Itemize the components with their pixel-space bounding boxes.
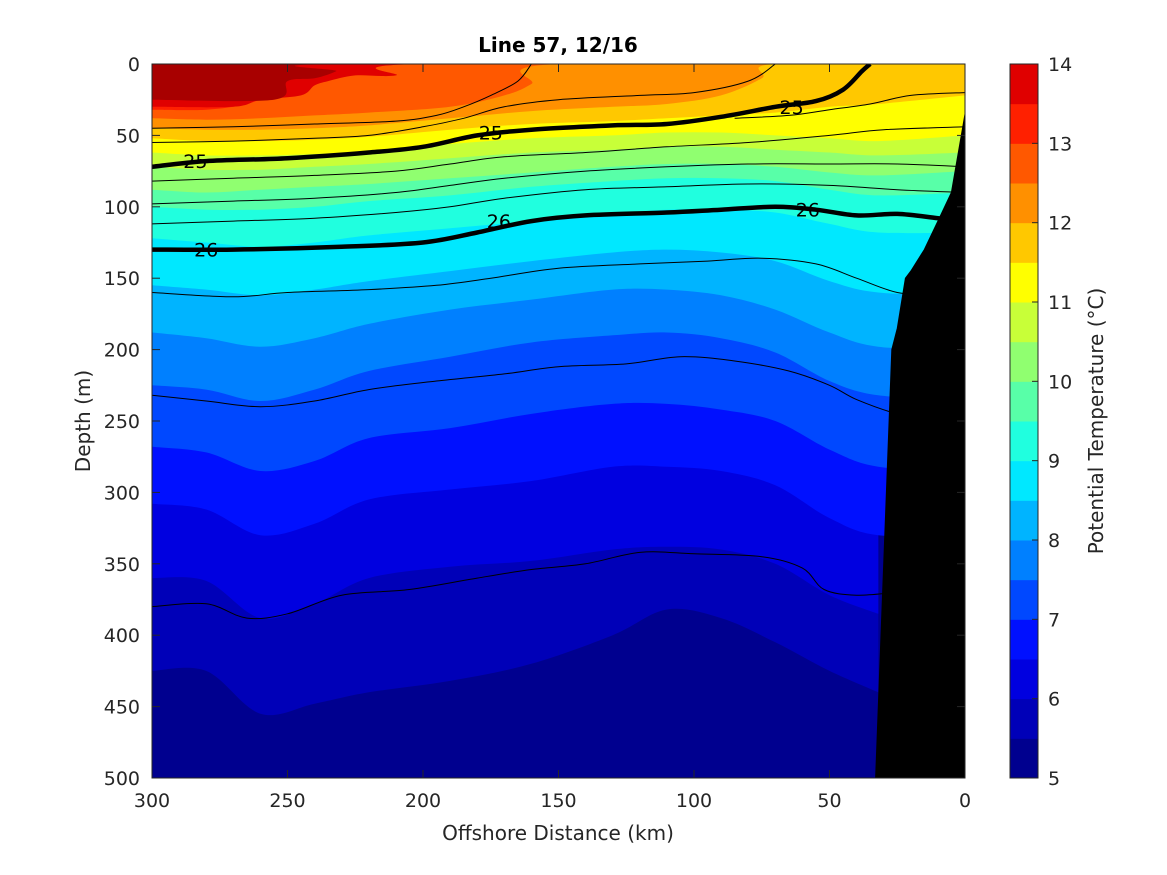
isopycnal-26-line [152, 204, 965, 253]
y-tick-label: 500 [104, 768, 140, 790]
y-axis-label: Depth (m) [71, 370, 95, 472]
chart-title: Line 57, 12/16 [478, 33, 638, 57]
colorbar-band [1010, 659, 1038, 700]
x-tick-label: 0 [959, 790, 971, 812]
temperature-band [152, 64, 965, 102]
colorbar-band [1010, 222, 1038, 263]
colorbar-band [1010, 738, 1038, 779]
y-tick-label: 300 [104, 482, 140, 504]
colorbar-band [1010, 381, 1038, 422]
y-tick-label: 50 [116, 125, 140, 147]
y-tick-label: 150 [104, 268, 140, 290]
y-tick-label: 400 [104, 625, 140, 647]
y-tick-label: 450 [104, 697, 140, 719]
colorbar-tick-label: 12 [1048, 213, 1072, 235]
colorbar-band [1010, 579, 1038, 620]
isopycnal-line [152, 551, 938, 620]
colorbar-tick-label: 7 [1048, 609, 1060, 631]
temperature-band [152, 64, 965, 108]
colorbar-tick-label: 11 [1048, 292, 1072, 314]
density-contours [152, 64, 965, 620]
contour-label: 26 [796, 200, 820, 222]
x-tick-label: 150 [540, 790, 576, 812]
colorbar-label: Potential Temperature (°C) [1084, 288, 1108, 555]
colorbar-band [1010, 500, 1038, 541]
y-axis: 0 50 100 150 200 250 300 350 400 450 500 [104, 54, 965, 790]
colorbar-band [1010, 341, 1038, 382]
isopycnal-line [152, 257, 965, 298]
temperature-band [152, 64, 965, 120]
bathymetry-layer [875, 113, 965, 778]
isopycnal-25-line [152, 64, 872, 170]
contour-labels: 25 25 25 26 26 26 [183, 97, 820, 262]
contour-label: 26 [487, 211, 511, 233]
x-tick-label: 50 [817, 790, 841, 812]
colorbar-band [1010, 302, 1038, 343]
colorbar-ticks: 5 6 7 8 9 10 11 12 13 14 [1032, 54, 1072, 790]
colorbar-tick-label: 6 [1048, 689, 1060, 711]
colorbar-tick-label: 8 [1048, 530, 1060, 552]
colorbar-tick-label: 9 [1048, 451, 1060, 473]
colorbar-band [1010, 421, 1038, 462]
x-tick-label: 300 [134, 790, 170, 812]
isopycnal-line [152, 126, 965, 182]
y-tick-label: 350 [104, 554, 140, 576]
colorbar-tick-label: 14 [1048, 54, 1072, 76]
y-tick-label: 0 [128, 54, 140, 76]
colorbar-band [1010, 619, 1038, 660]
plot-area: 25 25 25 26 26 26 [152, 64, 965, 778]
colorbar-tick-label: 10 [1048, 371, 1072, 393]
colorbar-band [1010, 262, 1038, 303]
temperature-fills [152, 64, 965, 778]
x-axis-label: Offshore Distance (km) [442, 821, 674, 845]
bathymetry-shape [875, 113, 965, 778]
y-tick-label: 200 [104, 340, 140, 362]
colorbar-band [1010, 143, 1038, 184]
isopycnal-line [152, 356, 938, 422]
colorbar-band [1010, 698, 1038, 739]
colorbar-band [1010, 540, 1038, 581]
contour-label: 25 [183, 151, 207, 173]
isopycnal-line [152, 64, 532, 129]
colorbar-tick-label: 5 [1048, 768, 1060, 790]
x-axis: 300 250 200 150 100 50 0 [134, 64, 971, 812]
x-tick-label: 250 [269, 790, 305, 812]
isopycnal-line [152, 183, 965, 225]
isopycnal-line [734, 92, 965, 119]
colorbar-band [1010, 183, 1038, 224]
y-tick-label: 250 [104, 411, 140, 433]
colorbar-band [1010, 460, 1038, 501]
y-tick-label: 100 [104, 197, 140, 219]
colorbar-frame [1009, 63, 1039, 779]
deep-cold-patch [558, 727, 786, 778]
colorbar-band [1010, 103, 1038, 144]
contour-label: 25 [780, 97, 804, 119]
colorbar [1010, 64, 1038, 779]
x-tick-label: 200 [405, 790, 441, 812]
isopycnal-line [152, 163, 965, 205]
contour-label: 26 [194, 240, 218, 262]
isopycnal-line [152, 64, 776, 143]
colorbar-band [1010, 64, 1038, 105]
x-tick-label: 100 [676, 790, 712, 812]
colorbar-tick-label: 13 [1048, 133, 1072, 155]
contour-label: 25 [479, 123, 503, 145]
